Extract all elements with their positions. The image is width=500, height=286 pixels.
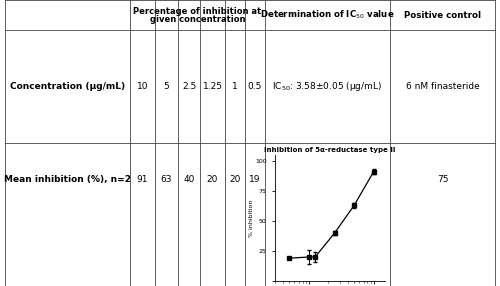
Text: 91: 91 [137,175,148,184]
Text: 6 nM finasteride: 6 nM finasteride [406,82,479,91]
Text: given concentration: given concentration [150,15,245,23]
Text: 1.25: 1.25 [202,82,222,91]
Text: 2.5: 2.5 [182,82,196,91]
Text: Concentration (μg/mL): Concentration (μg/mL) [10,82,125,91]
Text: IC$_{50}$: 3.58±0.05 (μg/mL): IC$_{50}$: 3.58±0.05 (μg/mL) [272,80,382,93]
Text: Mean inhibition (%), n=2: Mean inhibition (%), n=2 [4,175,131,184]
Text: 20: 20 [230,175,240,184]
Text: 19: 19 [249,175,261,184]
Text: 0.5: 0.5 [248,82,262,91]
Text: Percentage of inhibition at: Percentage of inhibition at [134,7,262,15]
Text: 1: 1 [232,82,238,91]
Text: Determination of IC$_{50}$ value: Determination of IC$_{50}$ value [260,9,395,21]
Text: 5: 5 [164,82,170,91]
Text: Positive control: Positive control [404,11,481,19]
Text: 75: 75 [437,175,448,184]
Title: Inhibition of 5α-reductase type II: Inhibition of 5α-reductase type II [264,147,396,153]
Text: 40: 40 [184,175,194,184]
Y-axis label: % inhibition: % inhibition [248,199,254,237]
Text: 10: 10 [137,82,148,91]
Text: 20: 20 [207,175,218,184]
Text: 63: 63 [161,175,172,184]
